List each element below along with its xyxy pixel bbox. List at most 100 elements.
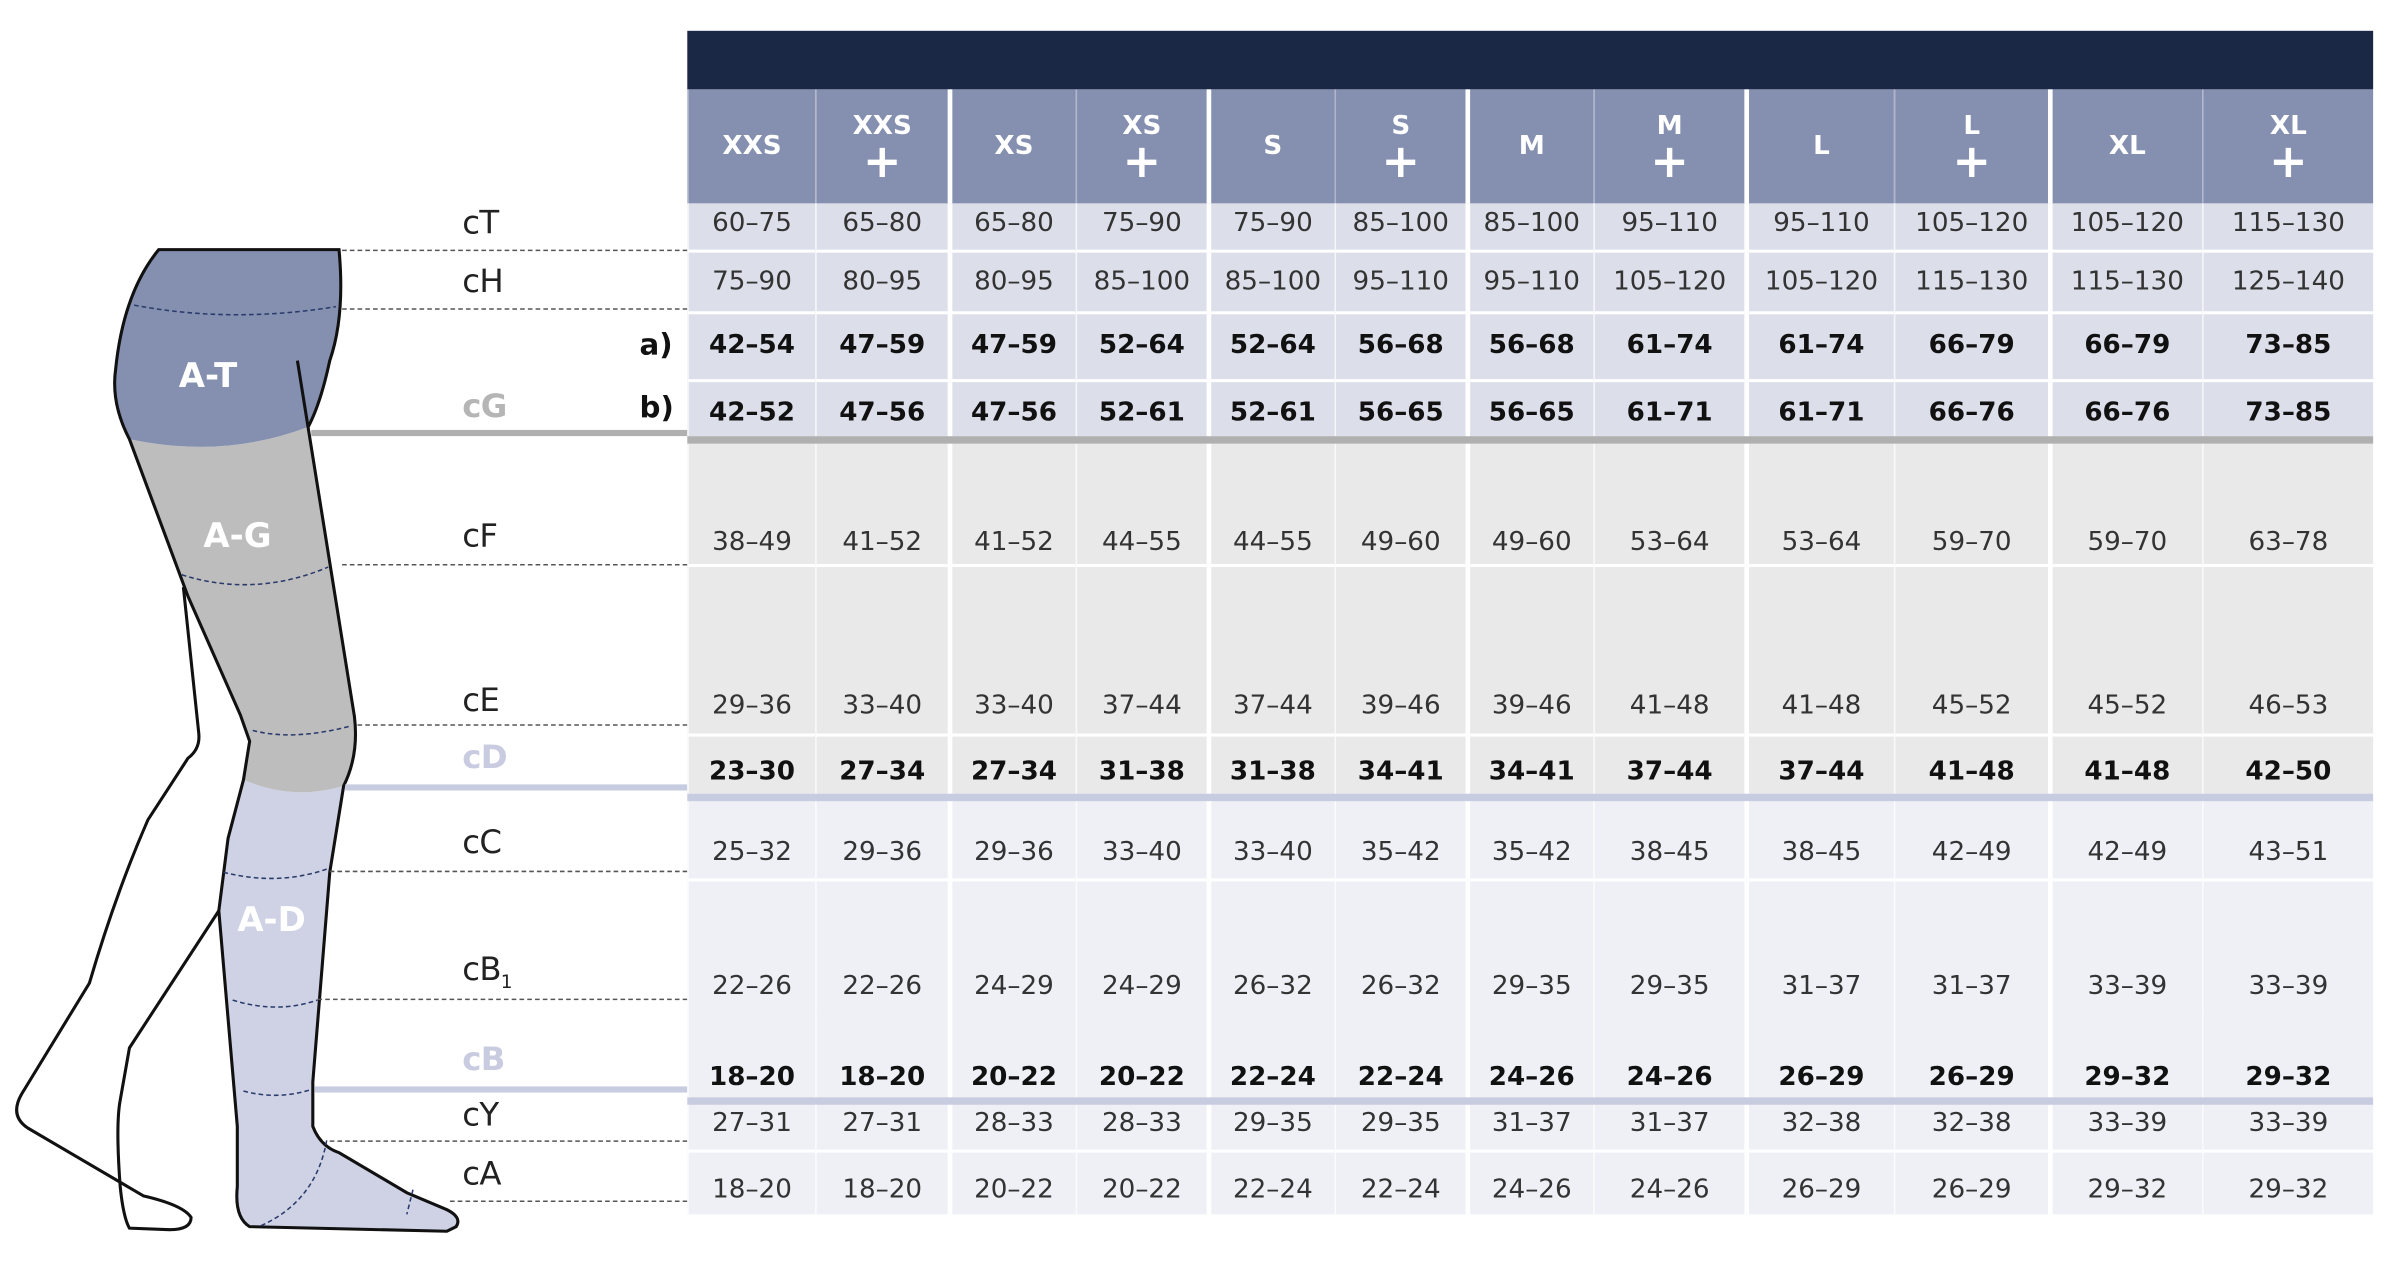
table-cell: 53–64 [1593,443,1745,568]
header-size-m-plus: M + [1593,89,1745,204]
plus-icon: + [1381,135,1421,190]
table-title-bar [687,30,2374,90]
marker-b: b) [639,391,674,426]
label-ca: cA [462,1154,501,1192]
table-cell: 41–52 [815,443,948,568]
table-cell: 26–29 [1893,1012,2048,1098]
table-cell: 47–56 [815,382,948,437]
table-cell: 47–56 [947,382,1076,437]
label-cd: cD [462,738,507,776]
size-label: L [1963,110,1981,142]
label-cb1: cB1 [462,953,512,991]
table-cell: 47–59 [815,314,948,383]
table-cell: 37–44 [1593,736,1745,794]
table-row-cc: 25–32 29–36 29–36 33–40 33–40 35–42 35–42 38–45… [687,801,2374,882]
table-cell: 23–30 [687,736,816,794]
header-size-xxs-plus: XXS + [815,89,948,204]
table-cell: 63–78 [2202,443,2374,568]
table-cell: 39–46 [1334,567,1466,737]
table-cell: 43–51 [2202,801,2374,882]
table-cell: 52–61 [1075,382,1207,437]
size-label: XL [2108,130,2146,162]
table-cell: 38–49 [687,443,816,568]
size-label: XS [1122,110,1162,142]
table-row-cd: 23–30 27–34 27–34 31–38 31–38 34–41 34–41 37–44… [687,736,2374,794]
table-cell: 65–80 [815,203,948,253]
table-cell: 31–38 [1206,736,1335,794]
table-cell: 26–32 [1334,881,1466,1013]
guide-line-cf [342,564,688,566]
header-size-xs: XS [947,89,1076,204]
table-cell: 29–35 [1593,881,1745,1013]
table-cell: 61–71 [1744,382,1894,437]
table-cell: 26–29 [1893,1152,2048,1215]
size-label: XL [2269,110,2307,142]
table-cell: 45–52 [1893,567,2048,737]
table-cell: 22–24 [1206,1012,1335,1098]
header-size-l-plus: L + [1893,89,2048,204]
table-cell: 29–36 [947,801,1076,882]
table-cell: 115–130 [1893,252,2048,315]
table-cell: 95–110 [1465,252,1594,315]
table-cell: 46–53 [2202,567,2374,737]
plus-icon: + [1650,135,1690,190]
table-cell: 27–34 [815,736,948,794]
guide-line-cc [329,870,688,873]
table-cell: 20–22 [947,1012,1076,1098]
table-cell: 66–79 [2047,314,2203,383]
table-cell: 61–74 [1593,314,1745,383]
table-cell: 33–39 [2202,881,2374,1013]
plus-icon: + [1952,135,1992,190]
table-row-cy: 27–31 27–31 28–33 28–33 29–35 29–35 31–37 31–37… [687,1104,2374,1153]
label-cf: cF [462,517,498,554]
table-cell: 115–130 [2202,203,2374,253]
table-cell: 26–32 [1206,881,1335,1013]
table-cell: 49–60 [1334,443,1466,568]
table-row-cf: 38–49 41–52 41–52 44–55 44–55 49–60 49–60 53–64… [687,443,2374,568]
label-cg: cG [462,387,507,425]
label-cb: cB [462,1040,505,1078]
table-cell: 85–100 [1465,203,1594,253]
table-cell: 41–48 [1744,567,1894,737]
table-cell: 75–90 [1206,203,1335,253]
table-cell: 29–35 [1334,1104,1466,1153]
table-cell: 73–85 [2202,382,2374,437]
table-cell: 29–32 [2047,1152,2203,1215]
measurement-curves [133,304,414,1228]
table-cell: 59–70 [2047,443,2203,568]
table-cell: 33–40 [947,567,1076,737]
table-cell: 47–59 [947,314,1076,383]
zone-g-shape [129,426,356,793]
table-cell: 41–48 [1593,567,1745,737]
table-row-ct: 60–75 65–80 65–80 75–90 75–90 85–100 85–100 95–… [687,203,2374,253]
marker-a: a) [639,328,673,363]
table-cell: 56–65 [1465,382,1594,437]
table-cell: 34–41 [1465,736,1594,794]
table-cell: 33–40 [1075,801,1207,882]
header-size-l: L [1744,89,1894,204]
table-cell: 28–33 [947,1104,1076,1153]
table-cell: 52–61 [1206,382,1335,437]
table-cell: 85–100 [1075,252,1207,315]
table-cell: 24–26 [1465,1012,1594,1098]
table-cell: 75–90 [1075,203,1207,253]
table-cell: 105–120 [2047,203,2203,253]
table-cell: 65–80 [947,203,1076,253]
size-label: S [1391,110,1411,142]
size-label: L [1813,130,1830,162]
table-cell: 125–140 [2202,252,2374,315]
guide-line-ce [357,724,688,726]
table-cell: 105–120 [1744,252,1894,315]
table-cell: 95–110 [1744,203,1894,253]
table-cell: 26–29 [1744,1012,1894,1098]
table-cell: 95–110 [1593,203,1745,253]
table-cell: 80–95 [947,252,1076,315]
header-size-xl-plus: XL + [2202,89,2374,204]
table-cell: 18–20 [687,1012,816,1098]
table-cell: 24–26 [1465,1152,1594,1215]
table-cell: 22–26 [815,881,948,1013]
header-size-xl: XL [2047,89,2203,204]
table-cell: 45–52 [2047,567,2203,737]
label-cc: cC [462,823,502,861]
table-cell: 42–49 [2047,801,2203,882]
